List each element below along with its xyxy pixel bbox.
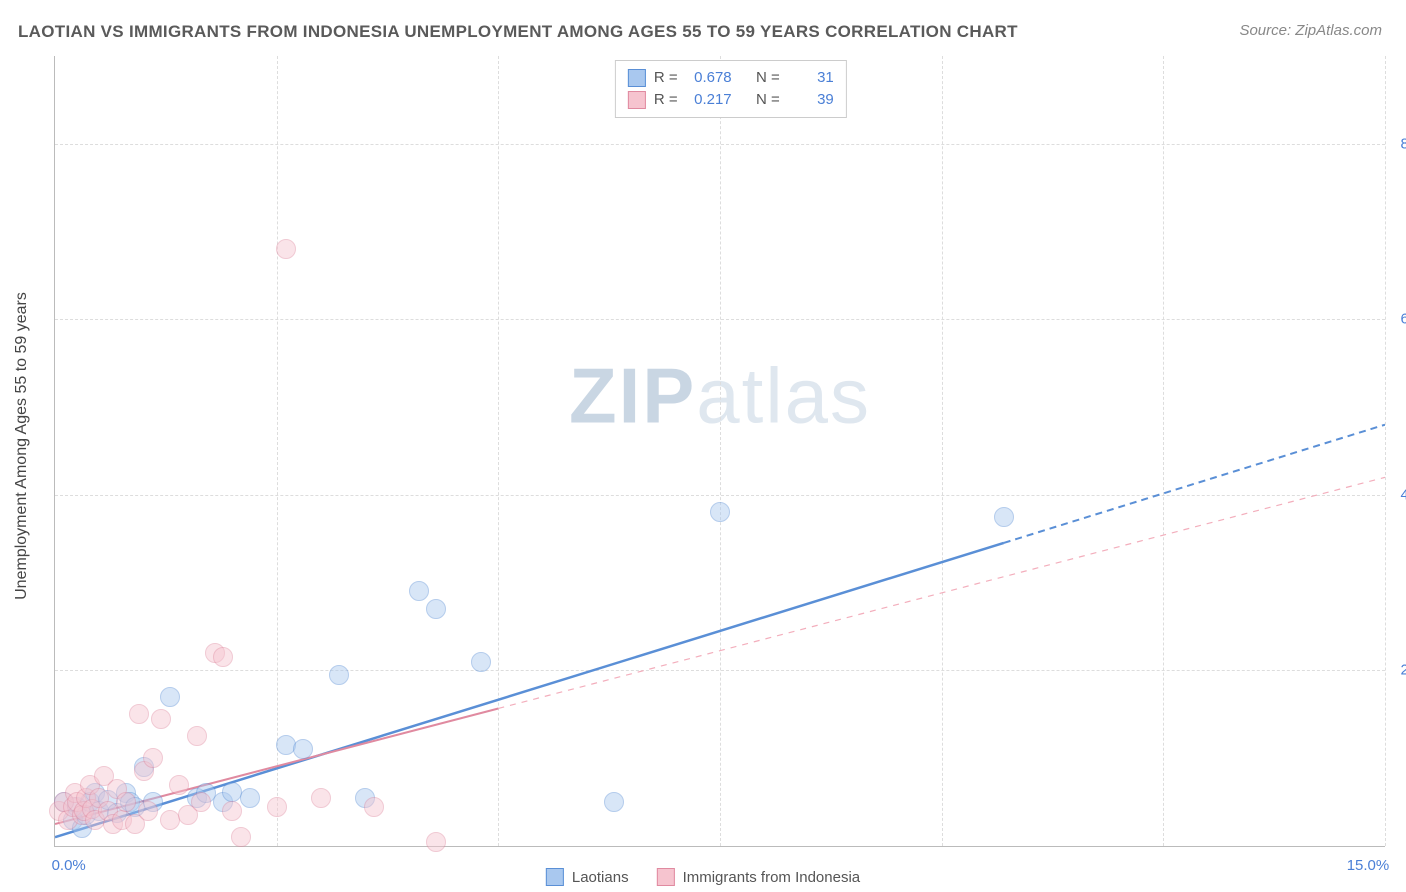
y-tick-label: 60.0% (1393, 311, 1406, 328)
data-point (191, 792, 211, 812)
data-point (187, 726, 207, 746)
source-label: Source: ZipAtlas.com (1239, 22, 1382, 39)
legend-r-value-1: 0.678 (686, 67, 732, 89)
data-point (994, 507, 1014, 527)
gridline (498, 56, 499, 846)
gridline (1163, 56, 1164, 846)
data-point (426, 832, 446, 852)
watermark-zip: ZIP (569, 351, 696, 439)
legend-stats-row-1: R = 0.678 N = 31 (628, 67, 834, 89)
gridline (1385, 56, 1386, 846)
x-tick-label: 15.0% (1347, 857, 1390, 874)
data-point (169, 775, 189, 795)
scatter-plot: ZIPatlas 20.0%40.0%60.0%80.0%0.0%15.0% (54, 56, 1385, 847)
legend-swatch-2 (628, 91, 646, 109)
legend-n-label: N = (756, 67, 780, 89)
gridline (277, 56, 278, 846)
legend-swatch-icon (657, 868, 675, 886)
data-point (138, 801, 158, 821)
data-point (364, 797, 384, 817)
watermark-atlas: atlas (696, 351, 871, 439)
data-point (267, 797, 287, 817)
data-point (151, 709, 171, 729)
y-tick-label: 40.0% (1393, 486, 1406, 503)
legend-n-value-1: 31 (788, 67, 834, 89)
data-point (116, 792, 136, 812)
data-point (231, 827, 251, 847)
y-axis-title: Unemployment Among Ages 55 to 59 years (13, 292, 31, 600)
y-tick-label: 20.0% (1393, 662, 1406, 679)
data-point (409, 581, 429, 601)
legend-item-label: Immigrants from Indonesia (683, 869, 861, 886)
legend-item-label: Laotians (572, 869, 629, 886)
gridline (942, 56, 943, 846)
legend-item-1: Laotians (546, 868, 629, 886)
data-point (311, 788, 331, 808)
data-point (710, 502, 730, 522)
data-point (213, 647, 233, 667)
legend-n-label: N = (756, 89, 780, 111)
chart-title: LAOTIAN VS IMMIGRANTS FROM INDONESIA UNE… (18, 22, 1018, 42)
legend-stats-row-2: R = 0.217 N = 39 (628, 89, 834, 111)
y-tick-label: 80.0% (1393, 135, 1406, 152)
legend-stats: R = 0.678 N = 31 R = 0.217 N = 39 (615, 60, 847, 118)
data-point (471, 652, 491, 672)
legend-n-value-2: 39 (788, 89, 834, 111)
x-tick-label: 0.0% (52, 857, 86, 874)
data-point (604, 792, 624, 812)
data-point (276, 735, 296, 755)
data-point (222, 801, 242, 821)
legend-r-value-2: 0.217 (686, 89, 732, 111)
data-point (143, 748, 163, 768)
gridline (720, 56, 721, 846)
data-point (293, 739, 313, 759)
legend-swatch-icon (546, 868, 564, 886)
data-point (129, 704, 149, 724)
legend-swatch-1 (628, 69, 646, 87)
data-point (329, 665, 349, 685)
data-point (426, 599, 446, 619)
data-point (276, 239, 296, 259)
data-point (160, 687, 180, 707)
data-point (240, 788, 260, 808)
legend-r-label: R = (654, 67, 678, 89)
legend-r-label: R = (654, 89, 678, 111)
legend-series: Laotians Immigrants from Indonesia (546, 868, 860, 886)
legend-item-2: Immigrants from Indonesia (657, 868, 861, 886)
